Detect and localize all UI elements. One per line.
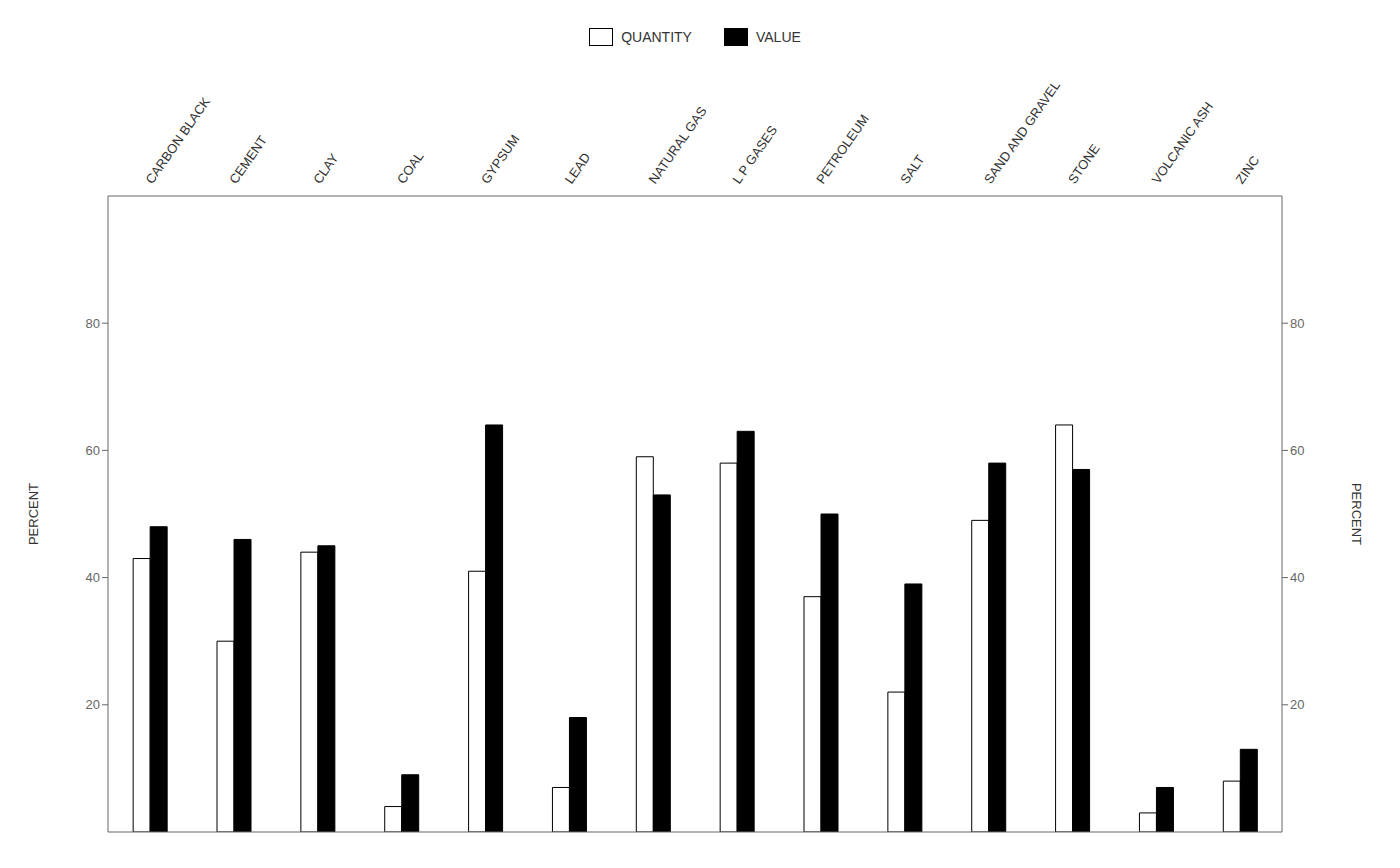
svg-text:20: 20 bbox=[1290, 697, 1304, 712]
svg-text:80: 80 bbox=[1290, 316, 1304, 331]
svg-text:GYPSUM: GYPSUM bbox=[478, 132, 523, 187]
svg-text:SAND AND GRAVEL: SAND AND GRAVEL bbox=[981, 78, 1063, 186]
svg-text:80: 80 bbox=[86, 316, 100, 331]
svg-text:CEMENT: CEMENT bbox=[226, 133, 270, 187]
svg-text:60: 60 bbox=[1290, 443, 1304, 458]
svg-text:VOLCANIC ASH: VOLCANIC ASH bbox=[1149, 99, 1216, 186]
svg-text:PERCENT: PERCENT bbox=[1349, 483, 1364, 545]
html-text:VALUE: VALUE bbox=[756, 29, 801, 45]
svg-text:PETROLEUM: PETROLEUM bbox=[813, 112, 872, 187]
svg-text:20: 20 bbox=[86, 697, 100, 712]
svg-text:60: 60 bbox=[86, 443, 100, 458]
html-text:QUANTITY: QUANTITY bbox=[621, 29, 692, 45]
svg-text:STONE: STONE bbox=[1065, 141, 1103, 186]
svg-text:CARBON BLACK: CARBON BLACK bbox=[142, 94, 213, 186]
svg-text:SALT: SALT bbox=[897, 152, 927, 186]
svg-text:PERCENT: PERCENT bbox=[26, 483, 41, 545]
svg-text:40: 40 bbox=[1290, 570, 1304, 585]
svg-text:NATURAL GAS: NATURAL GAS bbox=[646, 104, 710, 187]
svg-text:LEAD: LEAD bbox=[562, 150, 594, 186]
svg-text:CLAY: CLAY bbox=[310, 151, 341, 187]
svg-text:40: 40 bbox=[86, 570, 100, 585]
svg-text:ZINC: ZINC bbox=[1233, 153, 1263, 186]
svg-text:L P GASES: L P GASES bbox=[729, 123, 780, 187]
svg-text:COAL: COAL bbox=[394, 149, 427, 187]
